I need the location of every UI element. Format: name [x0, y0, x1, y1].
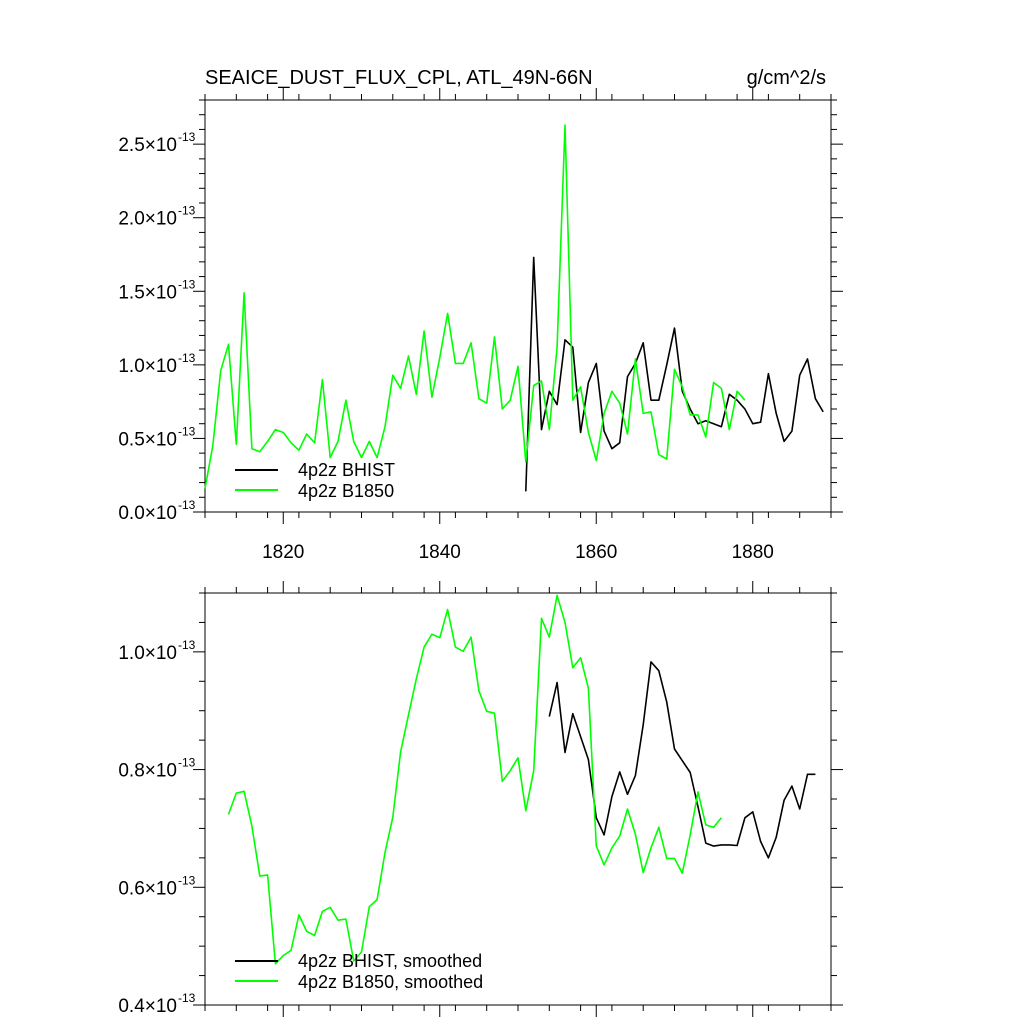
x-tick-label: 1840 [419, 542, 461, 563]
x-tick-label: 1860 [575, 542, 617, 563]
top-panel-legend: 4p2z BHIST 4p2z B1850 [235, 460, 395, 501]
y-tick-label: 0.6×10 [118, 878, 177, 899]
x-tick-label: 1820 [262, 542, 304, 563]
series-line-bhist [525, 256, 824, 492]
y-tick-label: 1.5×10 [118, 282, 177, 303]
y-tick-label: 1.0×10 [118, 643, 177, 664]
y-tick-exponent: -13 [178, 756, 196, 770]
bottom-panel-legend: 4p2z BHIST, smoothed 4p2z B1850, smoothe… [235, 951, 483, 992]
y-tick-exponent: -13 [178, 638, 196, 652]
legend-label-b1850: 4p2z B1850 [298, 481, 394, 501]
y-tick-label: 0.5×10 [118, 429, 177, 450]
y-tick-exponent: -13 [178, 130, 196, 144]
bottom-panel-frame [204, 592, 832, 1006]
chart-units: g/cm^2/s [747, 67, 826, 89]
y-tick-exponent: -13 [178, 424, 196, 438]
y-tick-exponent: -13 [178, 991, 196, 1005]
chart-title: SEAICE_DUST_FLUX_CPL, ATL_49N-66N [205, 67, 593, 89]
top-panel-series [204, 124, 824, 492]
y-tick-exponent: -13 [178, 873, 196, 887]
y-tick-label: 0.0×10 [118, 503, 177, 524]
y-tick-label: 2.0×10 [118, 209, 177, 230]
bottom-panel-series [227, 594, 816, 965]
y-tick-exponent: -13 [178, 204, 196, 218]
y-tick-exponent: -13 [178, 277, 196, 291]
series-line-b1850-smoothed [227, 594, 723, 965]
y-tick-label: 0.8×10 [118, 761, 177, 782]
y-tick-exponent: -13 [178, 498, 196, 512]
y-tick-exponent: -13 [178, 351, 196, 365]
legend-label-bhist-smoothed: 4p2z BHIST, smoothed [298, 951, 482, 971]
legend-label-b1850-smoothed: 4p2z B1850, smoothed [298, 972, 483, 992]
y-tick-label: 0.4×10 [118, 996, 177, 1017]
x-tick-label: 1880 [732, 542, 774, 563]
y-tick-label: 2.5×10 [118, 135, 177, 156]
bottom-panel-axes: 0.4×10 -130.6×10 -130.8×10 -131.0×10 -13 [118, 581, 843, 1017]
legend-label-bhist: 4p2z BHIST [298, 460, 395, 480]
y-tick-label: 1.0×10 [118, 356, 177, 377]
series-line-b1850 [204, 124, 746, 489]
